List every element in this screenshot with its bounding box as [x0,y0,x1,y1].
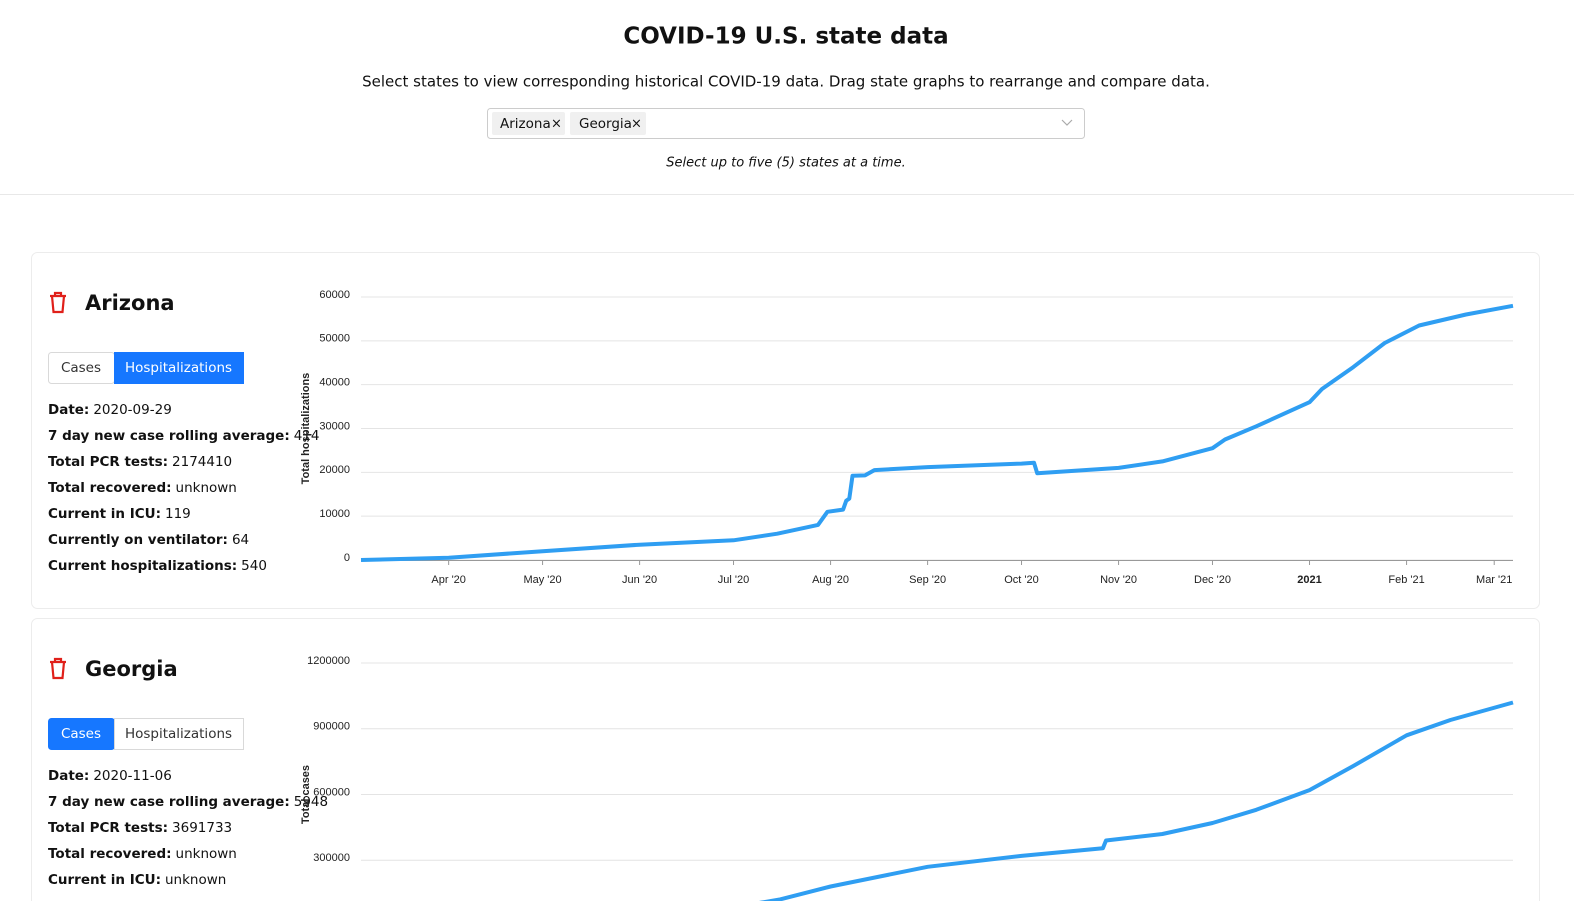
y-tick-label: 20000 [319,464,350,476]
dropdown-chevron[interactable] [1061,119,1073,126]
delete-icon[interactable] [50,657,66,680]
stat-value: 64 [232,532,249,548]
state-name: Arizona [85,291,175,315]
stat-value: 119 [165,506,191,522]
y-tick-label: 1200000 [307,655,350,667]
x-tick-label: Apr '20 [431,574,466,586]
stat-row: Currently on ventilator: 64 [48,532,249,548]
stat-row: Current hospitalizations: 540 [48,558,267,574]
data-line [735,700,1514,905]
stat-row: 7 day new case rolling average: 5948 [48,794,328,810]
stat-label: Currently on ventilator: [48,532,228,548]
x-tick-label: Jun '20 [622,574,657,586]
x-tick-label: Jul '20 [718,574,749,586]
y-axis-label: Total cases [300,765,312,824]
stat-value: 2020-11-06 [93,768,171,784]
stat-value: 5948 [294,794,328,810]
stat-label: Total recovered: [48,480,172,496]
tab-label: Cases [61,726,101,742]
stat-row: 7 day new case rolling average: 414 [48,428,320,444]
stat-value: 2020-09-29 [93,402,171,418]
x-tick-label: 2021 [1297,574,1321,586]
x-tick-label: Nov '20 [1100,574,1137,586]
state-chip[interactable] [492,112,565,135]
stat-row: Date: 2020-11-06 [48,768,172,784]
stat-row: Total recovered: unknown [48,480,237,496]
stat-label: Date: [48,768,89,784]
page-subtitle: Select states to view corresponding hist… [362,73,1210,91]
stat-value: unknown [176,480,237,496]
stat-label: Total PCR tests: [48,454,168,470]
stat-label: Total PCR tests: [48,820,168,836]
stat-label: Date: [48,402,89,418]
y-tick-label: 0 [344,552,350,564]
y-tick-label: 900000 [313,721,350,733]
x-tick-label: Feb '21 [1388,574,1424,586]
stat-value: 2174410 [172,454,232,470]
x-tick-label: Oct '20 [1004,574,1039,586]
chip-remove[interactable]: × [631,117,642,132]
stat-label: 7 day new case rolling average: [48,794,290,810]
stat-value: unknown [176,846,237,862]
chip-label: Arizona [500,116,551,132]
y-tick-label: 10000 [319,508,350,520]
page-title: COVID-19 U.S. state data [623,24,948,50]
tab-label: Hospitalizations [125,360,232,376]
x-tick-label: May '20 [523,574,561,586]
chip-remove[interactable]: × [551,117,562,132]
tab-button[interactable] [114,718,244,750]
trash-shape [50,657,66,680]
y-tick-label: 40000 [319,377,350,389]
x-tick-label: Dec '20 [1194,574,1231,586]
delete-icon[interactable] [50,291,66,314]
state-card[interactable] [31,618,1540,905]
stat-value: 3691733 [172,820,232,836]
chip-label: Georgia [579,116,632,132]
tab-label: Cases [61,360,101,376]
stat-value: 414 [294,428,320,444]
stat-label: Current hospitalizations: [48,558,237,574]
stat-value: 540 [241,558,267,574]
select-hint: Select up to five (5) states at a time. [666,156,905,171]
y-tick-label: 50000 [319,333,350,345]
y-tick-label: 600000 [313,786,350,798]
stat-label: Total recovered: [48,846,172,862]
x-tick-label: Sep '20 [909,574,946,586]
tab-label: Hospitalizations [125,726,232,742]
stat-row: Total recovered: unknown [48,846,237,862]
stat-row: Total PCR tests: 2174410 [48,454,232,470]
x-tick-label: Mar '21 [1476,574,1512,586]
state-card[interactable] [31,252,1540,609]
x-tick-label: Aug '20 [812,574,849,586]
tab-button[interactable] [114,352,244,384]
stat-label: Current in ICU: [48,872,161,888]
stat-row: Current in ICU: 119 [48,506,191,522]
state-name: Georgia [85,657,178,681]
state-chip[interactable] [570,112,646,135]
stat-row: Current in ICU: unknown [48,872,226,888]
data-line [360,303,1514,562]
trash-shape [50,291,66,314]
stat-row: Total PCR tests: 3691733 [48,820,232,836]
y-tick-label: 60000 [319,289,350,301]
y-tick-label: 300000 [313,852,350,864]
stat-label: 7 day new case rolling average: [48,428,290,444]
y-tick-label: 30000 [319,420,350,432]
stat-row: Date: 2020-09-29 [48,402,172,418]
stat-value: unknown [165,872,226,888]
stat-label: Current in ICU: [48,506,161,522]
y-axis-label: Total hospitalizations [300,373,312,485]
